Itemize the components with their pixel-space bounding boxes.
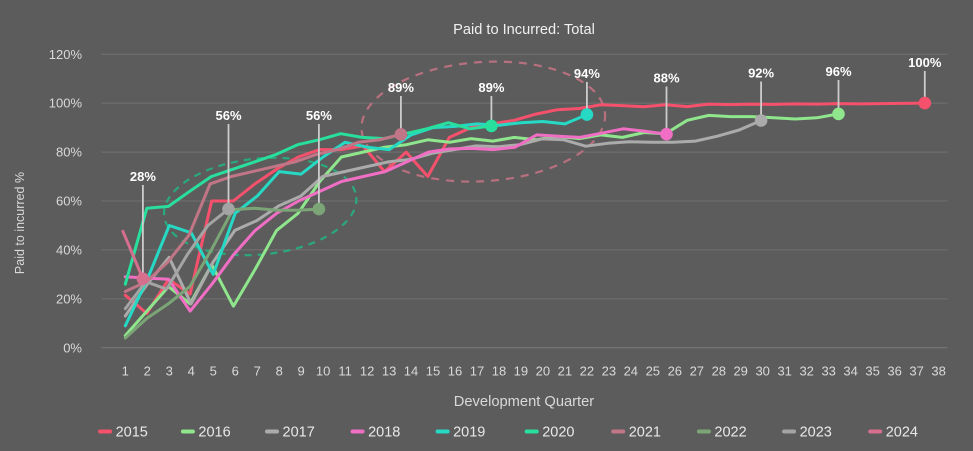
svg-text:30: 30	[755, 364, 769, 379]
svg-text:2016: 2016	[198, 424, 230, 440]
svg-text:32: 32	[799, 364, 813, 379]
svg-text:Paid to Incurred: Total: Paid to Incurred: Total	[453, 22, 595, 38]
svg-text:10: 10	[316, 364, 330, 379]
svg-text:28: 28	[712, 364, 726, 379]
svg-text:16: 16	[448, 364, 462, 379]
svg-text:13: 13	[382, 364, 396, 379]
svg-text:3: 3	[166, 364, 173, 379]
svg-text:17: 17	[470, 364, 484, 379]
svg-text:20%: 20%	[56, 292, 82, 307]
svg-text:120%: 120%	[49, 47, 83, 62]
svg-text:Development Quarter: Development Quarter	[454, 394, 595, 410]
svg-text:15: 15	[426, 364, 440, 379]
svg-text:89%: 89%	[478, 80, 504, 95]
svg-text:92%: 92%	[748, 65, 774, 80]
svg-text:80%: 80%	[56, 145, 82, 160]
svg-text:2021: 2021	[629, 424, 661, 440]
svg-text:40%: 40%	[56, 243, 82, 258]
svg-text:11: 11	[338, 364, 352, 379]
svg-text:28%: 28%	[130, 169, 156, 184]
svg-text:7: 7	[254, 364, 261, 379]
svg-text:2024: 2024	[886, 424, 918, 440]
svg-text:12: 12	[360, 364, 374, 379]
svg-text:2018: 2018	[368, 424, 400, 440]
svg-text:100%: 100%	[49, 96, 83, 111]
svg-text:37: 37	[909, 364, 923, 379]
svg-text:56%: 56%	[306, 108, 332, 123]
svg-text:21: 21	[558, 364, 572, 379]
svg-text:2015: 2015	[116, 424, 148, 440]
svg-text:31: 31	[777, 364, 791, 379]
svg-text:0%: 0%	[63, 340, 82, 355]
svg-text:2017: 2017	[283, 424, 315, 440]
svg-text:5: 5	[210, 364, 217, 379]
svg-text:2023: 2023	[800, 424, 832, 440]
svg-text:2022: 2022	[714, 424, 746, 440]
svg-text:23: 23	[602, 364, 616, 379]
svg-text:1: 1	[122, 364, 129, 379]
svg-text:25: 25	[646, 364, 660, 379]
svg-text:35: 35	[865, 364, 879, 379]
svg-text:60%: 60%	[56, 194, 82, 209]
svg-text:19: 19	[514, 364, 528, 379]
svg-text:20: 20	[536, 364, 550, 379]
svg-text:22: 22	[580, 364, 594, 379]
svg-text:18: 18	[492, 364, 506, 379]
svg-text:36: 36	[887, 364, 901, 379]
svg-text:4: 4	[188, 364, 195, 379]
svg-text:56%: 56%	[215, 108, 241, 123]
svg-text:88%: 88%	[653, 70, 679, 85]
svg-text:2020: 2020	[542, 424, 574, 440]
svg-text:96%: 96%	[825, 64, 851, 79]
svg-text:24: 24	[624, 364, 638, 379]
svg-text:8: 8	[276, 364, 283, 379]
svg-text:2: 2	[144, 364, 151, 379]
svg-text:38: 38	[931, 364, 945, 379]
svg-text:26: 26	[668, 364, 682, 379]
svg-text:89%: 89%	[388, 80, 414, 95]
svg-text:94%: 94%	[574, 66, 600, 81]
svg-text:14: 14	[404, 364, 418, 379]
svg-text:29: 29	[733, 364, 747, 379]
svg-text:Paid to incurred %: Paid to incurred %	[13, 172, 27, 274]
svg-text:33: 33	[821, 364, 835, 379]
svg-text:9: 9	[297, 364, 304, 379]
svg-text:2019: 2019	[453, 424, 485, 440]
svg-text:100%: 100%	[908, 55, 942, 70]
svg-text:27: 27	[690, 364, 704, 379]
svg-text:34: 34	[843, 364, 857, 379]
svg-text:6: 6	[232, 364, 239, 379]
